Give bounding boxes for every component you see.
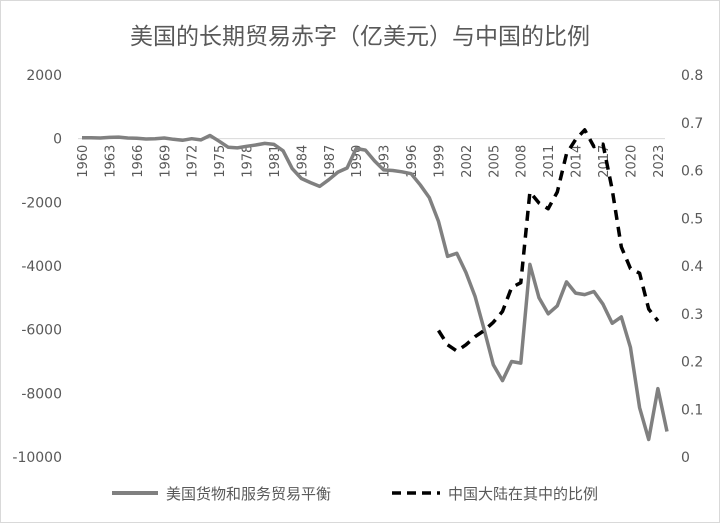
x-tick-label: 2014: [570, 145, 585, 178]
x-tick-label: 1996: [405, 145, 420, 178]
x-tick-label: 2020: [624, 145, 639, 178]
y-left-tick-label: 2000: [26, 68, 62, 84]
y-right-tick-label: 0.3: [681, 307, 703, 323]
x-tick-label: 1963: [103, 145, 118, 178]
y-left-tick-label: -10000: [12, 450, 62, 466]
x-tick-label: 2011: [542, 145, 557, 178]
y-right-tick-label: 0.4: [681, 259, 703, 275]
y-right-tick-label: 0.2: [681, 355, 703, 371]
y-right-tick-label: 0.8: [681, 68, 703, 84]
y-right-tick-label: 0.5: [681, 211, 703, 227]
x-tick-label: 2008: [515, 145, 530, 178]
y-right-tick-label: 0.7: [681, 116, 703, 132]
y-left-tick-label: -2000: [21, 195, 62, 211]
y-right-tick-label: 0: [681, 450, 690, 466]
chart-title: 美国的长期贸易赤字（亿美元）与中国的比例: [130, 24, 590, 50]
x-tick-label: 2005: [487, 145, 502, 178]
legend-label-trade-balance: 美国货物和服务贸易平衡: [166, 485, 331, 503]
y-right-tick-label: 0.1: [681, 402, 703, 418]
x-tick-label: 1993: [378, 145, 393, 178]
series-line-china-share: [437, 128, 660, 353]
legend: 美国货物和服务贸易平衡 中国大陆在其中的比例: [112, 485, 598, 503]
x-tick-label: 1978: [241, 145, 256, 178]
x-tick-label: 1966: [131, 145, 146, 178]
y-right-tick-label: 0.6: [681, 164, 703, 180]
plot-area: 2000 0 -2000 -4000 -6000 -8000 -10000 0.8 0.7 0.6…: [12, 68, 703, 466]
x-tick-label: 1999: [432, 145, 447, 178]
series-line-trade-balance: [82, 133, 669, 442]
y-left-tick-label: -4000: [21, 259, 62, 275]
x-tick-label: 1960: [76, 145, 91, 178]
y-left-tick-label: -6000: [21, 323, 62, 339]
x-tick-label: 1972: [186, 145, 201, 178]
x-tick-label: 1981: [268, 145, 283, 178]
legend-label-china-share: 中国大陆在其中的比例: [448, 485, 598, 503]
y-left-tick-label: -8000: [21, 386, 62, 402]
y-left-tick-label: 0: [53, 132, 62, 148]
x-tick-label: 2023: [652, 145, 667, 178]
x-tick-label: 1969: [158, 145, 173, 178]
x-tick-label: 1975: [213, 145, 228, 178]
x-tick-label: 2002: [460, 145, 475, 178]
x-tick-label: 1984: [295, 145, 310, 178]
x-tick-label: 1987: [323, 145, 338, 178]
